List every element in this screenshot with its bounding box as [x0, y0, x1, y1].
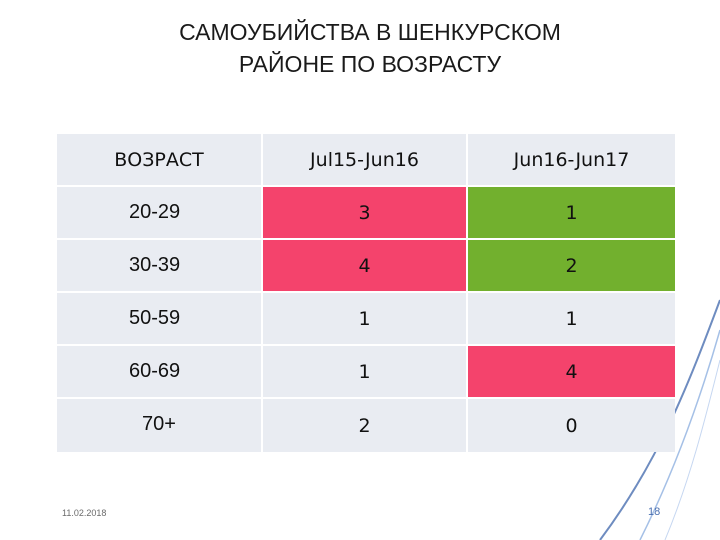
- age-table: ВОЗРАСТ Jul15-Jun16 Jun16-Jun17 20-29 3 …: [57, 134, 675, 452]
- row-value-period-2: 0: [468, 399, 675, 452]
- row-value-period-1: 4: [263, 240, 466, 291]
- row-age: 60-69: [57, 346, 261, 397]
- row-value-period-2: 4: [468, 346, 675, 397]
- row-value-period-1: 1: [263, 293, 466, 344]
- page-title: САМОУБИЙСТВА В ШЕНКУРСКОМ РАЙОНЕ ПО ВОЗР…: [100, 16, 640, 80]
- row-age: 30-39: [57, 240, 261, 291]
- slide-date: 11.02.2018: [62, 508, 107, 518]
- row-value-period-2: 1: [468, 293, 675, 344]
- row-value-period-2: 2: [468, 240, 675, 291]
- header-age: ВОЗРАСТ: [57, 134, 261, 185]
- row-value-period-1: 3: [263, 187, 466, 238]
- header-period-2: Jun16-Jun17: [468, 134, 675, 185]
- title-line-2: РАЙОНЕ ПО ВОЗРАСТУ: [238, 51, 502, 77]
- row-value-period-1: 2: [263, 399, 466, 452]
- header-period-1: Jul15-Jun16: [263, 134, 466, 185]
- title-line-1: САМОУБИЙСТВА В ШЕНКУРСКОМ: [179, 19, 561, 45]
- row-age: 70+: [57, 399, 261, 452]
- row-age: 50-59: [57, 293, 261, 344]
- page-number: 18: [648, 506, 661, 518]
- row-age: 20-29: [57, 187, 261, 238]
- row-value-period-2: 1: [468, 187, 675, 238]
- row-value-period-1: 1: [263, 346, 466, 397]
